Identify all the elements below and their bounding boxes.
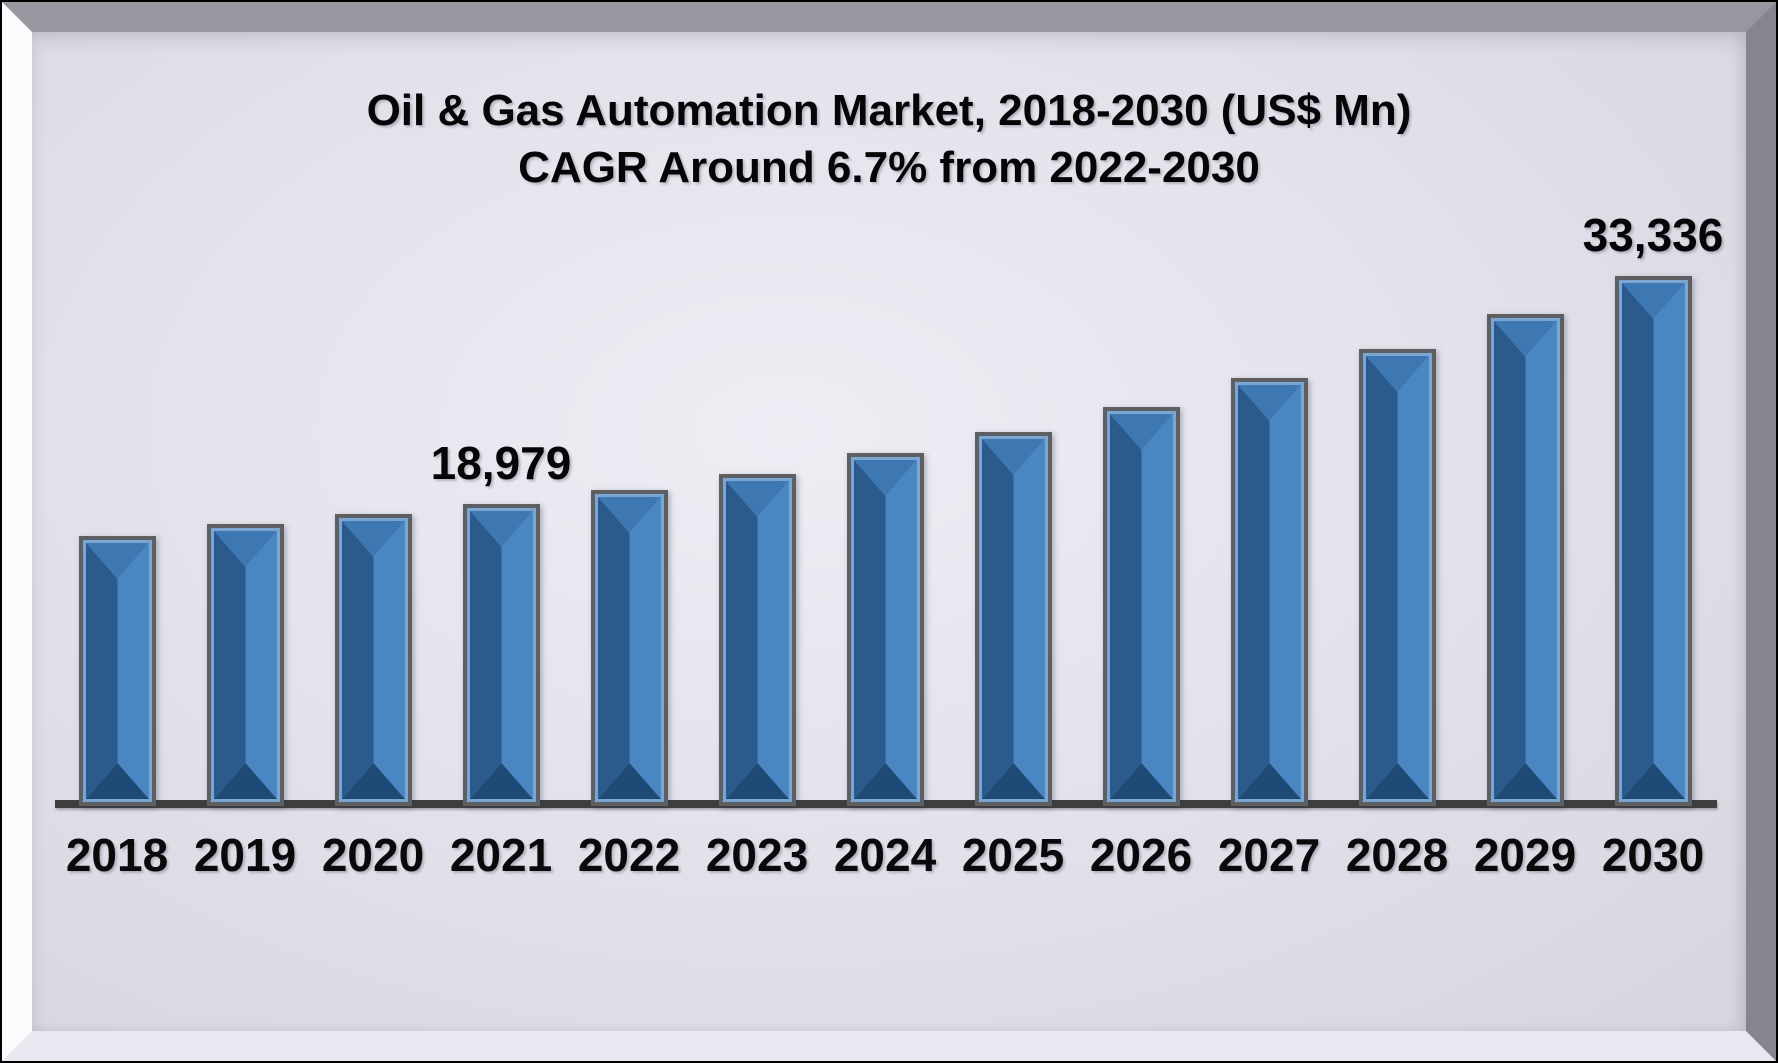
x-tick-label-2030: 2030 [1601, 829, 1705, 881]
bar-2030 [1615, 276, 1692, 806]
bar-2018 [79, 536, 156, 806]
x-tick-label-2020: 2020 [321, 829, 425, 881]
x-tick-label-2021: 2021 [449, 829, 553, 881]
x-tick-label-2018: 2018 [65, 829, 169, 881]
bar-2020 [335, 514, 412, 806]
bar-2019 [207, 524, 284, 806]
chart-title-line2: CAGR Around 6.7% from 2022-2030 [518, 143, 1260, 192]
data-label-2030: 33,336 [1582, 209, 1724, 261]
bar-2027 [1231, 378, 1308, 806]
bar-2028 [1359, 349, 1436, 806]
chart-title: Oil & Gas Automation Market, 2018-2030 (… [32, 82, 1746, 196]
x-tick-label-2025: 2025 [961, 829, 1065, 881]
x-tick-label-2026: 2026 [1089, 829, 1193, 881]
x-tick-label-2022: 2022 [577, 829, 681, 881]
x-tick-label-2023: 2023 [705, 829, 809, 881]
bar-2026 [1103, 407, 1180, 806]
x-tick-label-2027: 2027 [1217, 829, 1321, 881]
bar-2029 [1487, 314, 1564, 806]
data-label-2021: 18,979 [430, 437, 572, 489]
bar-2024 [847, 453, 924, 806]
x-tick-label-2029: 2029 [1473, 829, 1577, 881]
x-tick-label-2028: 2028 [1345, 829, 1449, 881]
bar-2021 [463, 504, 540, 806]
bar-2023 [719, 474, 796, 806]
x-tick-label-2019: 2019 [193, 829, 297, 881]
chart-title-line1: Oil & Gas Automation Market, 2018-2030 (… [366, 86, 1412, 135]
bar-2025 [975, 432, 1052, 806]
x-tick-label-2024: 2024 [833, 829, 937, 881]
bar-2022 [591, 490, 668, 806]
